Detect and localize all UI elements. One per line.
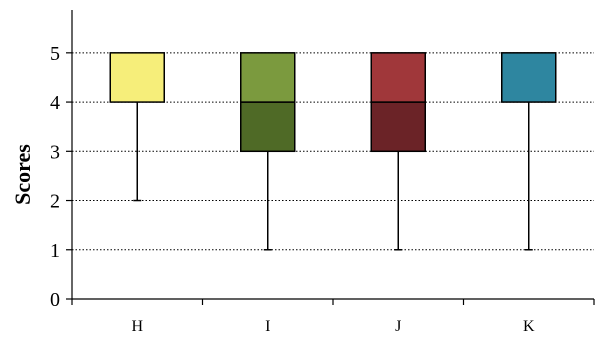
box-upper-I (240, 52, 296, 103)
boxes (109, 52, 557, 153)
box-lower-K (501, 52, 557, 103)
x-tick-label-H: H (131, 318, 143, 335)
x-tick-label-I: I (265, 318, 270, 335)
x-ticks: H I J K (71, 299, 595, 335)
x-tick-label-K: K (523, 318, 535, 335)
whiskers (133, 102, 533, 251)
y-axis-title: Scores (10, 144, 35, 205)
y-tick-label-5: 5 (50, 43, 60, 65)
y-tick-label-3: 3 (50, 141, 60, 163)
box-upper-J (370, 52, 426, 103)
box-lower-H (109, 52, 165, 103)
y-tick-label-1: 1 (50, 240, 60, 262)
y-tick-label-0: 0 (50, 289, 60, 311)
box-lower-I (240, 101, 296, 153)
x-tick-label-J: J (395, 318, 401, 335)
y-ticks: 0 1 2 3 4 5 (50, 43, 72, 311)
y-tick-label-2: 2 (50, 191, 60, 213)
y-tick-label-4: 4 (50, 92, 60, 114)
box-lower-J (370, 101, 426, 153)
